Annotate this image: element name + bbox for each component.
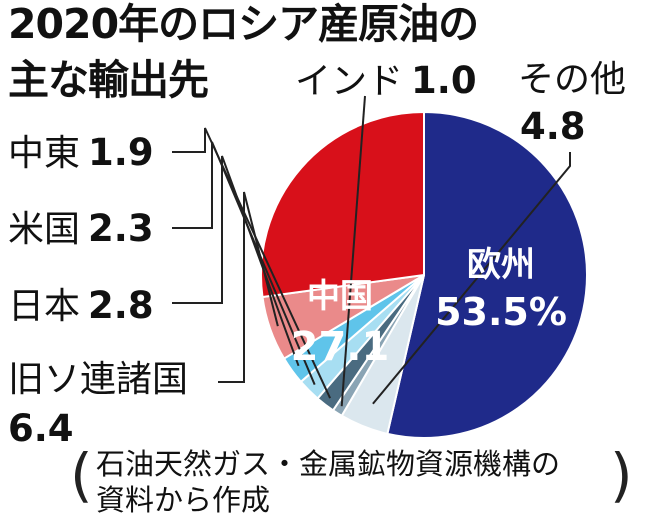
label-usa-name: 米国 [8,209,81,250]
leader-line-other [372,152,571,405]
pie-slice-europe [386,110,588,439]
label-former-soviet-value-wrap: 6.4 [8,410,74,447]
label-other-name: その他 [518,59,627,100]
leader-line-former-soviet [218,191,279,383]
source-paren-close: ) [610,441,633,509]
label-japan-value: 2.8 [88,284,154,327]
label-other-name-wrap: その他 [518,62,626,98]
source-note-line1: 石油天然ガス・金属鉱物資源機構の [96,447,561,481]
label-middle-east-value: 1.9 [88,131,154,174]
label-former-soviet-name: 旧ソ連諸国 [8,359,189,400]
label-middle-east-name: 中東 [8,133,81,174]
label-india-name: インド [295,61,404,102]
leader-line-usa [172,141,316,386]
label-india: インド 1.0 [295,62,477,100]
chart-title-line2: 主な輸出先 [8,56,209,104]
source-note-line2: 資料から作成 [96,483,271,517]
label-other-value: 4.8 [520,105,586,148]
label-japan: 日本 2.8 [8,287,154,325]
slice-label-china-value: 27.1 [291,324,390,370]
label-former-soviet-name-wrap: 旧ソ連諸国 [8,362,188,398]
slice-label-china-name: 中国 [307,276,373,315]
leader-line-india [340,95,366,407]
label-usa: 米国 2.3 [8,210,154,248]
pie-slice-china [260,110,425,299]
chart-title-line1: 2020年のロシア産原油の [8,0,479,48]
label-india-value: 1.0 [411,59,477,102]
label-other-value-wrap: 4.8 [520,108,586,145]
slice-label-europe-value: 53.5% [435,290,567,334]
source-paren-open: ( [70,441,93,509]
leader-line-japan [172,155,300,367]
label-japan-name: 日本 [8,286,81,327]
leader-line-middle-east [172,127,331,399]
label-middle-east: 中東 1.9 [8,134,154,172]
label-former-soviet-value: 6.4 [8,407,74,450]
slice-label-europe-name: 欧州 [467,245,535,285]
label-usa-value: 2.3 [88,207,154,250]
